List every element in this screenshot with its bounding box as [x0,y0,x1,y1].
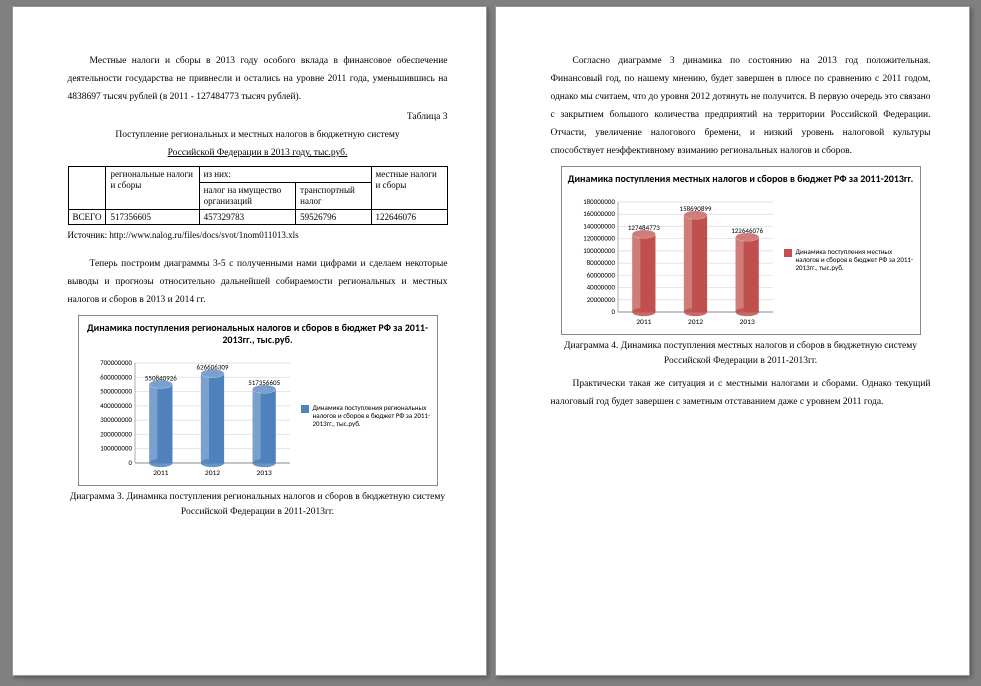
chart-title: Динамика поступления местных налогов и с… [568,173,914,186]
svg-text:700000000: 700000000 [100,358,132,367]
paragraph: Согласно диаграмме 3 динамика по состоян… [551,52,931,160]
table-3: региональные налоги и сборы из них: мест… [68,166,448,225]
legend-text: Динамика поступления местных налогов и с… [796,248,914,272]
svg-text:100000000: 100000000 [583,246,615,255]
svg-text:517356605: 517356605 [248,378,280,387]
chart-legend: Динамика поступления региональных налого… [295,404,431,428]
svg-text:180000000: 180000000 [583,197,615,206]
legend-swatch [301,405,309,413]
svg-text:100000000: 100000000 [100,443,132,452]
svg-text:2011: 2011 [636,318,651,327]
svg-text:400000000: 400000000 [100,401,132,410]
svg-text:626606309: 626606309 [196,362,228,371]
paragraph: Теперь построим диаграммы 3-5 с полученн… [68,255,448,309]
paragraph: Местные налоги и сборы в 2013 году особо… [68,52,448,106]
table-title: Российской Федерации в 2013 году, тыс.ру… [68,144,448,162]
chart-plot: 0 20000000 40000000 60000000 80000000 1000000… [568,190,778,330]
svg-text:600000000: 600000000 [100,372,132,381]
svg-text:0: 0 [128,458,132,467]
chart-caption: Диаграмма 4. Динамика поступления местны… [551,339,931,369]
svg-text:20000000: 20000000 [586,295,615,304]
svg-text:120000000: 120000000 [583,233,615,242]
table-label: Таблица 3 [68,108,448,126]
chart-3: Динамика поступления региональных налого… [78,315,438,486]
chart-caption: Диаграмма 3. Динамика поступления регион… [68,490,448,520]
chart-title: Динамика поступления региональных налого… [85,322,431,347]
table-row: региональные налоги и сборы из них: мест… [68,167,447,183]
svg-text:60000000: 60000000 [586,270,615,279]
svg-text:2013: 2013 [256,469,271,478]
chart-4: Динамика поступления местных налогов и с… [561,166,921,335]
legend-text: Динамика поступления региональных налого… [313,404,431,428]
table-title: Поступление региональных и местных налог… [68,126,448,144]
table-row: ВСЕГО 517356605 457329783 59526796 12264… [68,209,447,225]
svg-text:122646076: 122646076 [731,226,763,235]
svg-text:500000000: 500000000 [100,386,132,395]
svg-text:2012: 2012 [687,318,702,327]
svg-text:0: 0 [611,307,615,316]
page-2: Согласно диаграмме 3 динамика по состоян… [495,6,970,676]
svg-text:80000000: 80000000 [586,258,615,267]
chart-plot: 0 100000000 200000000 300000000 400000000 500… [85,351,295,481]
svg-text:40000000: 40000000 [586,282,615,291]
svg-text:2013: 2013 [739,318,754,327]
paragraph: Практически такая же ситуация и с местны… [551,375,931,411]
legend-swatch [784,249,792,257]
svg-text:127484773: 127484773 [627,223,659,232]
page-1: Местные налоги и сборы в 2013 году особо… [12,6,487,676]
svg-text:140000000: 140000000 [583,221,615,230]
svg-text:2012: 2012 [204,469,219,478]
table-source: Источник: http://www.nalog.ru/files/docs… [68,227,448,244]
svg-text:158690899: 158690899 [679,204,711,213]
chart-legend: Динамика поступления местных налогов и с… [778,248,914,272]
svg-text:2011: 2011 [153,469,168,478]
svg-text:160000000: 160000000 [583,209,615,218]
svg-text:200000000: 200000000 [100,429,132,438]
svg-text:550840926: 550840926 [144,373,176,382]
svg-text:300000000: 300000000 [100,415,132,424]
